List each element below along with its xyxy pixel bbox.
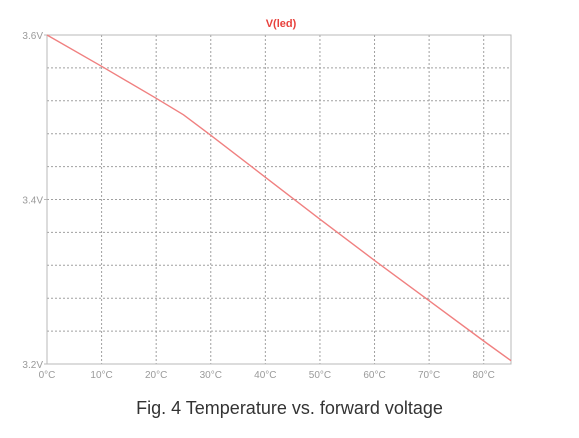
x-tick-label: 40°C [254,370,276,381]
series-line-0 [46,34,512,362]
series-layer [46,34,512,362]
chart-svg: 0°C 10°C 20°C 30°C 40°C 50°C 60°C 70°C 80°C 3.6V 3… [22,18,512,381]
x-tick-label: 70°C [418,370,440,381]
x-tick-label: 60°C [363,370,385,381]
chart-title: V(led) [266,18,297,30]
x-tick-label: 30°C [200,370,222,381]
y-tick-label: 3.4V [22,196,43,207]
x-tick-label: 80°C [473,370,495,381]
y-tick-label: 3.6V [22,31,43,42]
figure-caption: Fig. 4 Temperature vs. forward voltage [136,398,443,418]
x-tick-label: 50°C [309,370,331,381]
y-tick-label: 3.2V [22,360,43,371]
grid [47,35,511,364]
x-tick-label: 20°C [145,370,167,381]
tick-labels: 0°C 10°C 20°C 30°C 40°C 50°C 60°C 70°C 80°C 3.6V 3… [22,31,494,381]
x-tick-label: 0°C [39,370,56,381]
x-tick-label: 10°C [90,370,112,381]
